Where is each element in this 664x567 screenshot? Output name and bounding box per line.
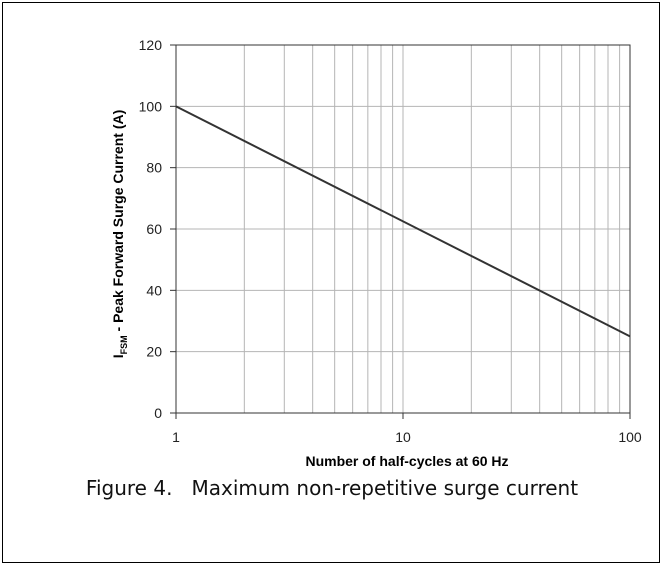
y-tick-label: 60: [146, 221, 162, 237]
x-tick-label: 10: [395, 429, 411, 445]
x-tick-label: 100: [618, 429, 642, 445]
y-tick-label: 100: [139, 98, 163, 114]
x-tick-label: 1: [172, 429, 180, 445]
chart-series: [175, 105, 631, 338]
y-axis-label-main: I: [110, 354, 126, 358]
y-axis-label: IFSM - Peak Forward Surge Current (A): [110, 110, 129, 358]
y-tick-labels: 0 20 40 60 80 100 120: [139, 37, 176, 421]
x-axis-label: Number of half-cycles at 60 Hz: [305, 453, 508, 469]
y-axis-label-subscript: FSM: [119, 335, 129, 354]
y-tick-label: 120: [139, 37, 163, 53]
y-tick-label: 80: [146, 160, 162, 176]
x-tick-labels: 1 10 100: [172, 413, 642, 445]
y-tick-label: 40: [146, 282, 162, 298]
surge-current-line: [175, 105, 631, 338]
y-axis-label-rest: - Peak Forward Surge Current (A): [110, 110, 126, 336]
chart-grid: [176, 45, 630, 413]
figure-caption: Figure 4. Maximum non-repetitive surge c…: [85, 476, 579, 500]
y-tick-label: 20: [146, 344, 162, 360]
y-tick-label: 0: [154, 405, 162, 421]
